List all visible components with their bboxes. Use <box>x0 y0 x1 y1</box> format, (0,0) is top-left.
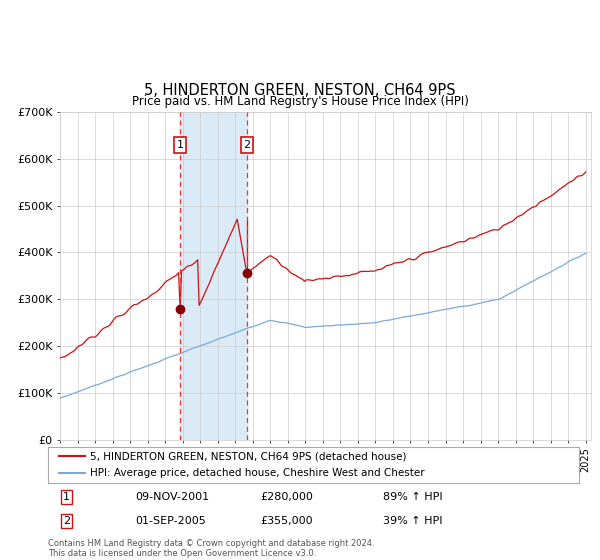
Text: 5, HINDERTON GREEN, NESTON, CH64 9PS (detached house): 5, HINDERTON GREEN, NESTON, CH64 9PS (de… <box>91 451 407 461</box>
Text: 1: 1 <box>63 492 70 502</box>
Text: £355,000: £355,000 <box>260 516 313 526</box>
Text: 5, HINDERTON GREEN, NESTON, CH64 9PS: 5, HINDERTON GREEN, NESTON, CH64 9PS <box>144 83 456 98</box>
Text: 01-SEP-2005: 01-SEP-2005 <box>136 516 206 526</box>
Text: 2: 2 <box>63 516 70 526</box>
Text: 89% ↑ HPI: 89% ↑ HPI <box>383 492 442 502</box>
Text: 1: 1 <box>177 140 184 150</box>
Text: 09-NOV-2001: 09-NOV-2001 <box>136 492 210 502</box>
Text: HPI: Average price, detached house, Cheshire West and Chester: HPI: Average price, detached house, Ches… <box>91 468 425 478</box>
Bar <box>180 112 247 440</box>
Text: Price paid vs. HM Land Registry's House Price Index (HPI): Price paid vs. HM Land Registry's House … <box>131 95 469 108</box>
Text: 2: 2 <box>244 140 251 150</box>
Text: Contains HM Land Registry data © Crown copyright and database right 2024.
This d: Contains HM Land Registry data © Crown c… <box>48 539 374 558</box>
Text: £280,000: £280,000 <box>260 492 313 502</box>
Text: 39% ↑ HPI: 39% ↑ HPI <box>383 516 442 526</box>
